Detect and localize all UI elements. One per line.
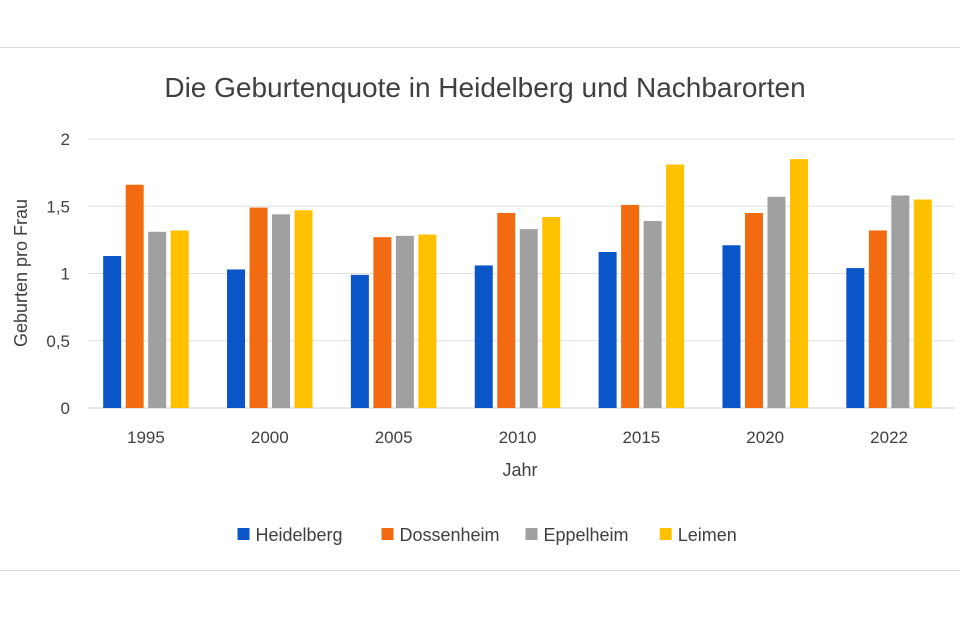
bar-eppelheim-1995	[148, 231, 167, 408]
bottom-divider	[0, 570, 960, 571]
x-tick-label: 2020	[746, 428, 784, 447]
bar-eppelheim-2010	[519, 229, 538, 408]
legend-swatch-heidelberg	[237, 528, 250, 540]
x-tick-label: 2005	[375, 428, 413, 447]
bar-heidelberg-1995	[103, 256, 122, 408]
x-tick-label: 2015	[622, 428, 660, 447]
legend: Heidelberg Dossenheim Eppelheim Leimen	[237, 525, 737, 545]
y-tick-label: 1,5	[46, 197, 70, 216]
bar-leimen-2020	[789, 159, 808, 408]
bar-eppelheim-2005	[395, 235, 414, 408]
x-tick-label: 1995	[127, 428, 165, 447]
bar-heidelberg-2010	[474, 265, 493, 408]
bars	[103, 159, 932, 408]
bar-leimen-1995	[170, 230, 189, 408]
bar-dossenheim-2015	[621, 204, 640, 408]
legend-label-dossenheim: Dossenheim	[400, 525, 500, 545]
bar-leimen-2010	[542, 217, 561, 408]
y-tick-label: 2	[61, 130, 70, 149]
bar-leimen-2022	[913, 199, 932, 408]
bar-leimen-2005	[418, 234, 437, 408]
bar-dossenheim-2010	[497, 212, 516, 408]
y-tick-label: 0,5	[46, 332, 70, 351]
bar-heidelberg-2015	[598, 251, 617, 408]
legend-swatch-leimen	[659, 528, 672, 540]
y-axis-label: Geburten pro Frau	[11, 199, 31, 347]
bar-eppelheim-2022	[891, 195, 910, 408]
x-tick-label: 2022	[870, 428, 908, 447]
y-tick-label: 0	[61, 399, 70, 418]
y-tick-label: 1	[61, 265, 70, 284]
bar-dossenheim-2005	[373, 237, 392, 408]
bar-eppelheim-2015	[643, 221, 662, 408]
bar-dossenheim-1995	[125, 184, 144, 408]
bar-eppelheim-2020	[767, 196, 786, 408]
bar-heidelberg-2020	[722, 245, 741, 408]
x-axis-ticks: 1995 2000 2005 2010 2015 2020 2022	[127, 428, 908, 447]
x-axis-label: Jahr	[502, 460, 537, 480]
legend-swatch-eppelheim	[525, 528, 538, 540]
top-divider	[0, 47, 960, 48]
x-tick-label: 2000	[251, 428, 289, 447]
bar-dossenheim-2000	[249, 207, 268, 408]
bar-heidelberg-2022	[846, 268, 865, 408]
legend-label-eppelheim: Eppelheim	[544, 525, 629, 545]
bar-dossenheim-2022	[868, 230, 887, 408]
bar-leimen-2015	[666, 164, 685, 408]
bar-eppelheim-2000	[272, 214, 291, 408]
bar-leimen-2000	[294, 210, 313, 408]
bar-heidelberg-2000	[227, 269, 246, 408]
y-axis-ticks: 0 0,5 1 1,5 2	[46, 130, 70, 418]
legend-swatch-dossenheim	[381, 528, 394, 540]
bar-heidelberg-2005	[350, 274, 369, 408]
x-tick-label: 2010	[499, 428, 537, 447]
legend-label-heidelberg: Heidelberg	[256, 525, 343, 545]
bar-dossenheim-2020	[744, 212, 763, 408]
legend-label-leimen: Leimen	[678, 525, 737, 545]
chart-title: Die Geburtenquote in Heidelberg und Nach…	[164, 72, 805, 103]
